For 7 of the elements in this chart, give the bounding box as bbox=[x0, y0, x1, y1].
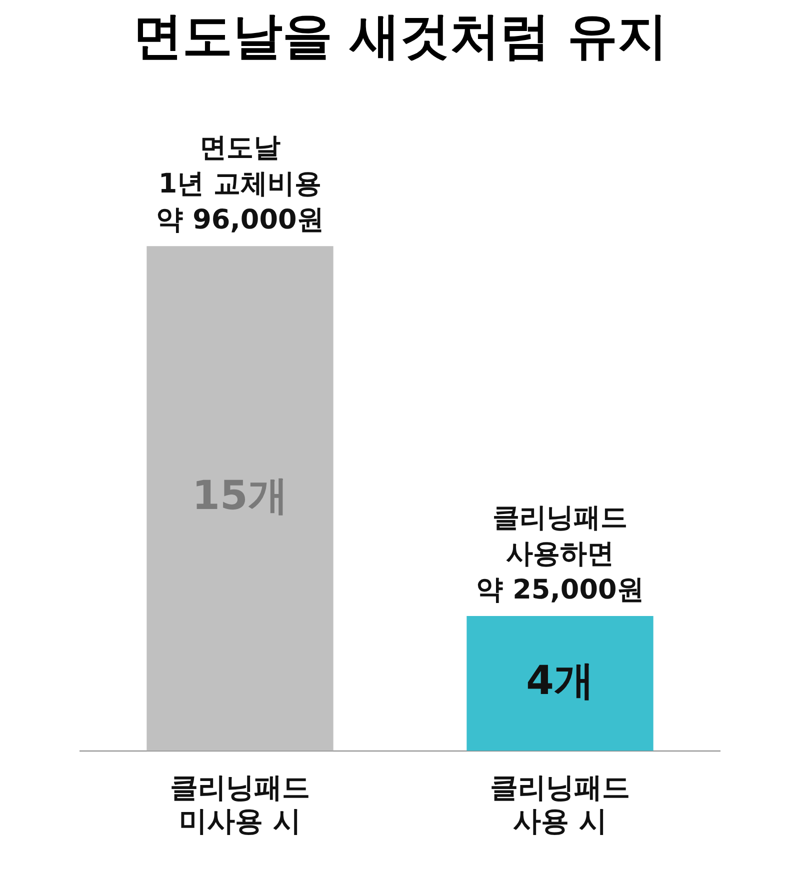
data-label: 4개 bbox=[526, 658, 594, 704]
x-tick-label: 클리닝패드 사용 시 bbox=[490, 770, 630, 838]
data-label: 15개 bbox=[192, 473, 288, 520]
annotation: 면도날 1년 교체비용 약 96,000원 bbox=[156, 132, 324, 236]
annotation: 클리닝패드 사용하면 약 25,000원 bbox=[476, 502, 644, 606]
chart-title: 면도날을 새것처럼 유지 bbox=[132, 6, 668, 65]
x-tick-label: 클리닝패드 미사용 시 bbox=[170, 770, 310, 838]
